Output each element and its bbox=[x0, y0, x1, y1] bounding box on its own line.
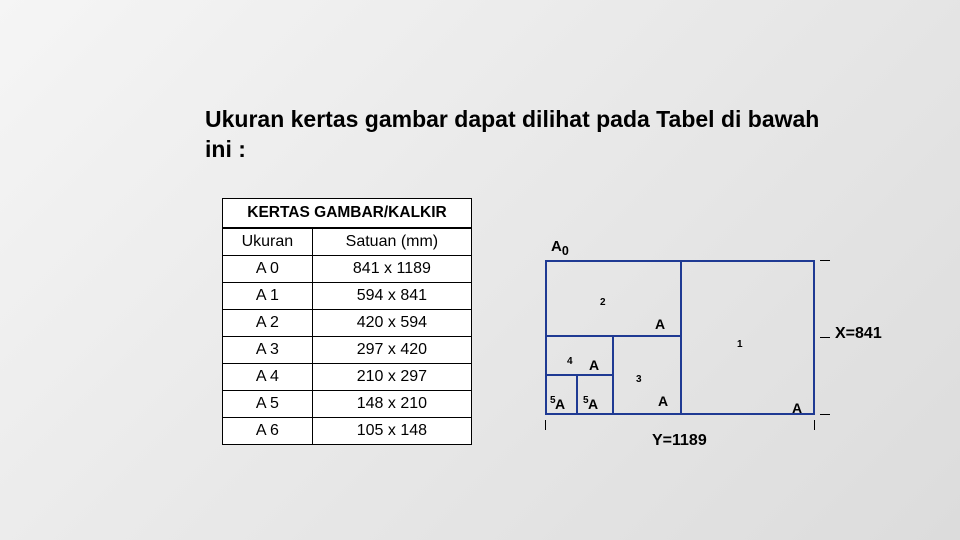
box-a2: A2 bbox=[545, 260, 680, 337]
label-main: A bbox=[555, 396, 565, 412]
table-row: A 5148 x 210 bbox=[223, 391, 472, 418]
table-row: A 1594 x 841 bbox=[223, 283, 472, 310]
paper-size-table: KERTAS GAMBAR/KALKIR Ukuran Satuan (mm) … bbox=[222, 198, 472, 445]
label-main: A bbox=[588, 396, 598, 412]
label-sub: 4 bbox=[567, 356, 573, 367]
cell-size: A 6 bbox=[223, 418, 313, 445]
cell-dim: 841 x 1189 bbox=[312, 256, 471, 283]
col-header-dim: Satuan (mm) bbox=[312, 229, 471, 256]
table-row: Ukuran Satuan (mm) bbox=[223, 229, 472, 256]
label-sub: 3 bbox=[636, 374, 642, 385]
table-row: A 2420 x 594 bbox=[223, 310, 472, 337]
cell-dim: 210 x 297 bbox=[312, 364, 471, 391]
col-header-size: Ukuran bbox=[223, 229, 313, 256]
diagram-label-a0: A0 bbox=[551, 238, 569, 258]
cell-size: A 4 bbox=[223, 364, 313, 391]
table-row: A 0841 x 1189 bbox=[223, 256, 472, 283]
paper-partition-diagram: A0 A1 A2 A3 A4 A5 A5 bbox=[545, 260, 815, 415]
table-row: A 3297 x 420 bbox=[223, 337, 472, 364]
data-table: Ukuran Satuan (mm) A 0841 x 1189 A 1594 … bbox=[222, 228, 472, 445]
box-a1: A1 bbox=[680, 260, 815, 415]
cell-size: A 2 bbox=[223, 310, 313, 337]
box-a4: A4 bbox=[545, 337, 612, 376]
label-main: A bbox=[792, 400, 802, 416]
page-title: Ukuran kertas gambar dapat dilihat pada … bbox=[205, 105, 845, 165]
dimension-y-marker bbox=[545, 420, 815, 426]
dimension-x-marker bbox=[824, 260, 830, 415]
label-sub: 2 bbox=[600, 297, 606, 308]
cell-dim: 105 x 148 bbox=[312, 418, 471, 445]
cell-size: A 5 bbox=[223, 391, 313, 418]
label-main: A bbox=[658, 393, 668, 409]
x-dimension-label: X=841 bbox=[835, 325, 882, 343]
table-row: A 4210 x 297 bbox=[223, 364, 472, 391]
box-a3: A3 bbox=[612, 337, 680, 415]
table-row: A 6105 x 148 bbox=[223, 418, 472, 445]
cell-dim: 297 x 420 bbox=[312, 337, 471, 364]
cell-dim: 594 x 841 bbox=[312, 283, 471, 310]
box-a5-right: A5 bbox=[578, 376, 612, 415]
label-main: A bbox=[655, 316, 665, 332]
cell-size: A 0 bbox=[223, 256, 313, 283]
table-title: KERTAS GAMBAR/KALKIR bbox=[222, 198, 472, 228]
label-sub: 0 bbox=[562, 244, 569, 258]
label-main: A bbox=[551, 238, 562, 255]
cell-size: A 1 bbox=[223, 283, 313, 310]
cell-size: A 3 bbox=[223, 337, 313, 364]
y-dimension-label: Y=1189 bbox=[652, 432, 707, 450]
label-main: A bbox=[589, 357, 599, 373]
box-a5-left: A5 bbox=[545, 376, 578, 415]
cell-dim: 148 x 210 bbox=[312, 391, 471, 418]
cell-dim: 420 x 594 bbox=[312, 310, 471, 337]
label-sub: 1 bbox=[737, 339, 743, 350]
